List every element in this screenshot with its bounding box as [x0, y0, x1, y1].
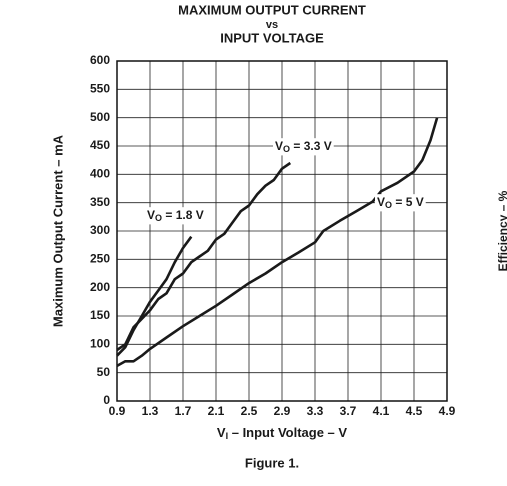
x-tick-label: 4.9	[439, 404, 456, 418]
x-tick-label: 1.7	[175, 404, 192, 418]
y-tick-label: 100	[90, 337, 110, 351]
y-axis-label: Maximum Output Current – mA	[50, 134, 65, 327]
y-tick-label: 50	[97, 365, 111, 379]
y-tick-label: 200	[90, 280, 110, 294]
y-tick-label: 500	[90, 110, 110, 124]
y-tick-label: 350	[90, 195, 110, 209]
x-tick-label: 0.9	[109, 404, 126, 418]
series-label: VO = 5 V	[377, 195, 424, 210]
x-tick-label: 4.5	[406, 404, 423, 418]
chart-title: INPUT VOLTAGE	[220, 30, 324, 45]
x-tick-label: 2.9	[274, 404, 291, 418]
series-label: VO = 3.3 V	[275, 139, 332, 154]
series-line	[116, 117, 439, 368]
y-tick-label: 300	[90, 223, 110, 237]
y-tick-label: 150	[90, 308, 110, 322]
chart-title: vs	[266, 19, 278, 31]
series-line	[116, 161, 292, 352]
right-axis-label: Efficiency – %	[496, 190, 507, 271]
chart-title: MAXIMUM OUTPUT CURRENT	[178, 2, 366, 17]
x-tick-label: 3.3	[307, 404, 324, 418]
label-background	[273, 138, 334, 156]
caption: Figure 1.	[245, 455, 299, 470]
y-tick-label: 600	[90, 53, 110, 67]
label-background	[375, 194, 426, 212]
x-tick-label: 3.7	[340, 404, 357, 418]
y-tick-label: 400	[90, 167, 110, 181]
x-tick-label: 2.1	[208, 404, 225, 418]
y-tick-label: 0	[103, 393, 110, 407]
x-tick-label: 4.1	[373, 404, 390, 418]
series-label: VO = 1.8 V	[147, 208, 204, 223]
plot-frame	[116, 60, 448, 402]
y-tick-label: 550	[90, 82, 110, 96]
x-tick-label: 2.5	[241, 404, 258, 418]
y-tick-label: 450	[90, 138, 110, 152]
x-tick-label: 1.3	[142, 404, 159, 418]
x-axis-label: VI – Input Voltage – V	[217, 425, 347, 441]
y-tick-label: 250	[90, 252, 110, 266]
label-background	[145, 207, 206, 225]
